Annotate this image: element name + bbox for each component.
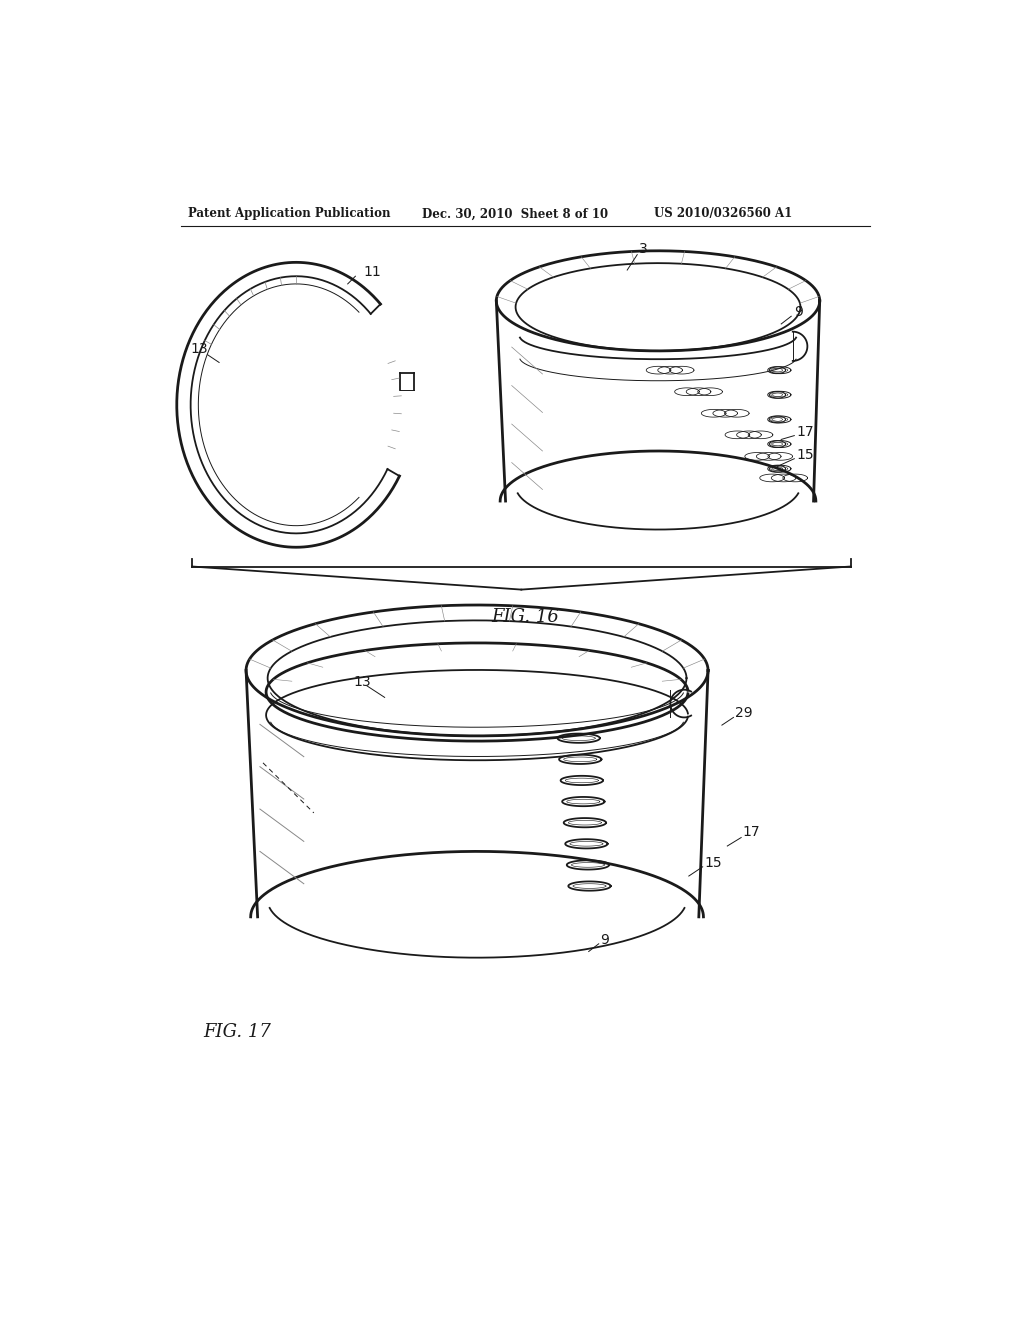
Text: 29: 29 [735, 706, 753, 719]
Text: 17: 17 [797, 425, 814, 438]
Text: Dec. 30, 2010  Sheet 8 of 10: Dec. 30, 2010 Sheet 8 of 10 [422, 207, 608, 220]
Text: 17: 17 [742, 825, 761, 840]
Text: 15: 15 [705, 855, 722, 870]
Text: 13: 13 [354, 675, 372, 689]
Text: Patent Application Publication: Patent Application Publication [188, 207, 391, 220]
Text: 9: 9 [600, 933, 609, 946]
Text: 9: 9 [795, 305, 803, 319]
Text: 13: 13 [190, 342, 208, 356]
Text: 3: 3 [639, 243, 647, 256]
Text: US 2010/0326560 A1: US 2010/0326560 A1 [654, 207, 793, 220]
Text: 11: 11 [364, 265, 382, 280]
Text: FIG. 17: FIG. 17 [204, 1023, 271, 1041]
Text: 15: 15 [797, 447, 814, 462]
Text: FIG. 16: FIG. 16 [492, 607, 559, 626]
